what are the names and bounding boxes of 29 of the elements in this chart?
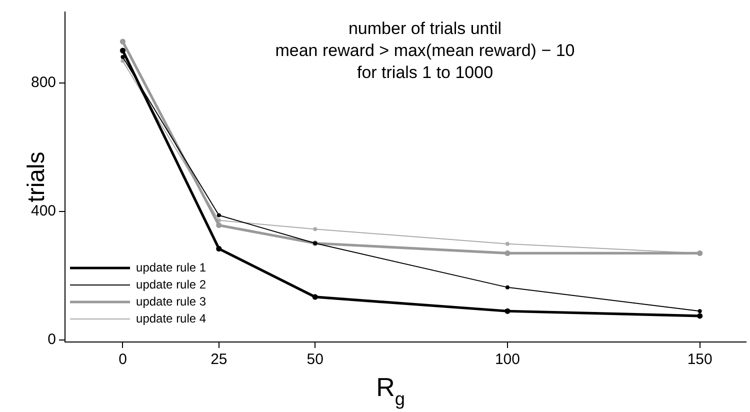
x-tick-label: 0 — [118, 351, 127, 368]
point — [312, 294, 318, 300]
x-tick-label: 50 — [306, 351, 324, 368]
point — [216, 213, 221, 218]
point — [504, 308, 510, 314]
point — [504, 250, 510, 256]
x-tick-label: 25 — [210, 351, 228, 368]
legend-label: update rule 2 — [136, 277, 206, 292]
point — [313, 227, 318, 232]
point — [120, 58, 125, 63]
legend-label: update rule 3 — [136, 294, 206, 308]
y-tick-label: 0 — [48, 331, 56, 348]
y-tick-label: 400 — [30, 202, 56, 220]
point — [505, 242, 510, 246]
legend-label: update rule 1 — [136, 260, 206, 274]
x-tick-label: 100 — [494, 351, 520, 368]
point — [698, 309, 702, 314]
legend-label: update rule 4 — [136, 311, 206, 326]
x-tick-label: 150 — [687, 351, 712, 368]
point — [697, 313, 703, 319]
point — [120, 55, 125, 60]
y-axis-title: trials — [23, 152, 50, 202]
point — [120, 48, 126, 54]
y-tick-label: 800 — [30, 74, 56, 91]
point — [505, 285, 510, 290]
point — [216, 222, 222, 228]
point — [120, 38, 126, 44]
text: number of trials until mean reward > max(mean reward) − 10 for trials 1 to 1000 — [275, 19, 575, 82]
point — [216, 246, 222, 252]
